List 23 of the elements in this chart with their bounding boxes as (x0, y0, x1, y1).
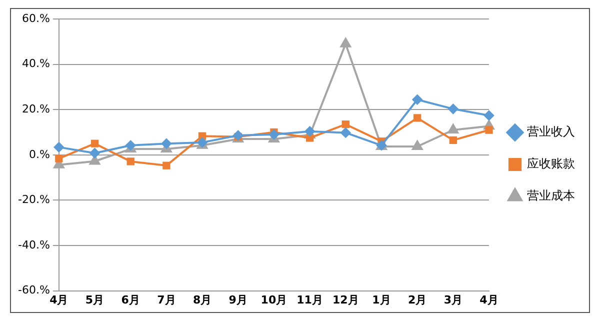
x-tick-label: 3月 (444, 293, 462, 306)
x-tick-label: 12月 (332, 293, 359, 306)
x-tick-label: 4月 (50, 293, 68, 306)
legend-label: 营业收入 (527, 124, 575, 139)
y-tick-label: -20.% (18, 193, 50, 206)
x-tick-label: 8月 (192, 293, 212, 306)
x-tick-label: 10月 (260, 293, 288, 306)
x-tick-label: 2月 (408, 293, 427, 306)
y-tick-label: -40.% (18, 238, 50, 252)
y-tick-label: 40.% (22, 57, 50, 70)
y-tick-label: 20.% (22, 102, 50, 116)
x-tick-label: 11月 (296, 293, 323, 306)
x-tick-label: 1月 (372, 293, 391, 306)
x-tick-label: 4月 (480, 293, 498, 306)
legend-label: 应收账款 (527, 156, 575, 171)
x-tick-label: 5月 (85, 293, 104, 306)
x-tick-label: 7月 (157, 293, 176, 306)
x-tick-label: 9月 (228, 293, 248, 306)
y-tick-label: -60.% (18, 284, 50, 297)
x-tick-label: 6月 (121, 293, 140, 306)
legend-label: 营业成本 (527, 188, 575, 203)
y-tick-label: 0.% (28, 148, 50, 161)
y-tick-label: 60.% (22, 12, 50, 25)
